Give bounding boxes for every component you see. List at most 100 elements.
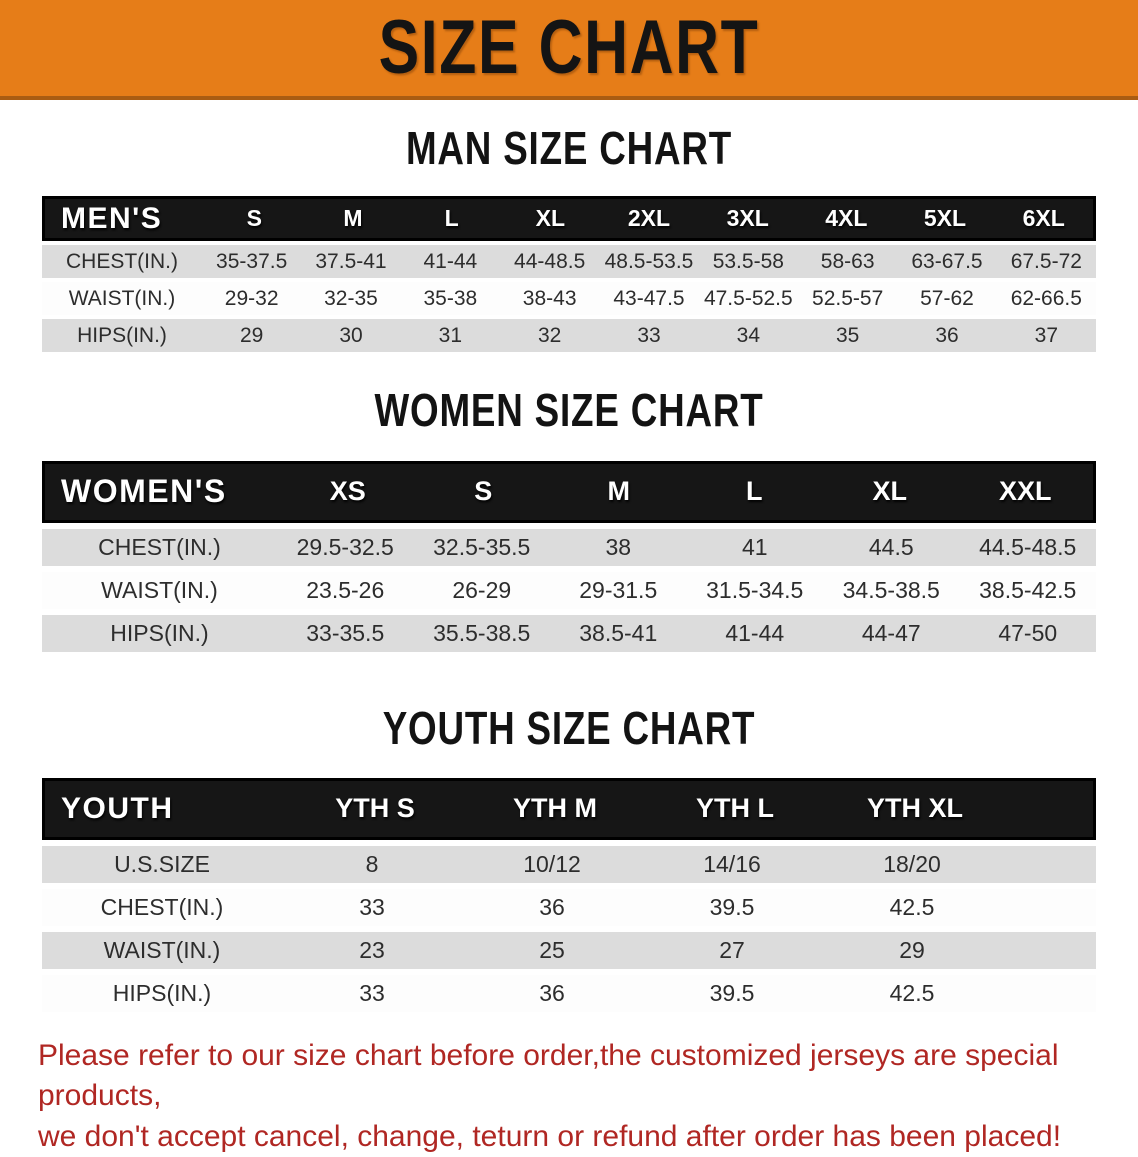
table-cell: 18/20: [883, 850, 941, 877]
section-youth: YOUTH SIZE CHART YOUTH YTH S YTH M YTH L…: [0, 703, 1138, 1012]
table-cell: 32.5-35.5: [433, 533, 531, 560]
row-label: CHEST(IN.): [66, 249, 178, 273]
table-cell: 63-67.5: [911, 249, 983, 273]
banner: SIZE CHART: [0, 0, 1138, 100]
men-section-heading: MAN SIZE CHART: [405, 122, 733, 174]
men-col-header: L: [444, 205, 459, 232]
table-cell: 32-35: [324, 286, 378, 310]
women-section-heading: WOMEN SIZE CHART: [374, 384, 764, 437]
table-cell: 52.5-57: [812, 286, 884, 310]
men-col-header: S: [246, 205, 262, 232]
men-hips-row: HIPS(IN.) 29 30 31 32 33 34 35 36 37: [42, 319, 1096, 353]
table-cell: 23: [359, 936, 385, 963]
table-cell: 33: [359, 979, 385, 1006]
men-col-header: 6XL: [1022, 205, 1065, 232]
youth-col-header: YTH XL: [866, 793, 963, 824]
row-label: CHEST(IN.): [98, 533, 221, 560]
youth-col-header: YTH S: [335, 793, 415, 824]
table-cell: 29.5-32.5: [296, 533, 394, 560]
row-label: HIPS(IN.): [110, 619, 209, 646]
table-cell: 27: [719, 936, 745, 963]
women-col-header: L: [746, 476, 763, 507]
table-cell: 67.5-72: [1010, 249, 1082, 273]
table-cell: 14/16: [703, 850, 761, 877]
men-col-header: XL: [535, 205, 566, 232]
table-cell: 39.5: [709, 893, 755, 920]
table-cell: 26-29: [452, 576, 512, 603]
men-waist-row: WAIST(IN.) 29-32 32-35 35-38 38-43 43-47…: [42, 282, 1096, 316]
table-cell: 58-63: [820, 249, 875, 273]
table-cell: 35.5-38.5: [433, 619, 531, 646]
table-cell: 25: [539, 936, 565, 963]
row-label: WAIST(IN.): [101, 576, 218, 603]
section-women: WOMEN SIZE CHART WOMEN'S XS S M L XL XXL…: [0, 384, 1138, 652]
table-cell: 35-38: [423, 286, 478, 310]
women-waist-row: WAIST(IN.) 23.5-26 26-29 29-31.5 31.5-34…: [42, 571, 1096, 609]
men-col-header: M: [343, 205, 363, 232]
table-cell: 39.5: [709, 979, 755, 1006]
table-cell: 23.5-26: [306, 576, 385, 603]
men-chest-row: CHEST(IN.) 35-37.5 37.5-41 41-44 44-48.5…: [42, 245, 1096, 279]
section-men: MAN SIZE CHART MEN'S S M L XL 2XL 3XL 4X…: [0, 122, 1138, 353]
men-size-table: MEN'S S M L XL 2XL 3XL 4XL 5XL 6XL CHEST…: [42, 196, 1096, 353]
table-cell: 29: [239, 323, 264, 347]
youth-table-label: YOUTH: [61, 791, 174, 825]
table-cell: 47-50: [998, 619, 1058, 646]
youth-chest-row: CHEST(IN.) 33 36 39.5 42.5: [42, 888, 1096, 926]
table-cell: 38-43: [522, 286, 577, 310]
women-table-header-row: WOMEN'S XS S M L XL XXL: [42, 460, 1096, 523]
table-cell: 44.5-48.5: [979, 533, 1077, 560]
women-col-header: M: [607, 476, 631, 507]
women-size-table: WOMEN'S XS S M L XL XXL CHEST(IN.) 29.5-…: [42, 460, 1096, 652]
table-cell: 34: [736, 323, 760, 347]
women-col-header: XL: [872, 476, 907, 507]
table-cell: 36: [935, 323, 959, 347]
table-cell: 38.5-42.5: [979, 576, 1077, 603]
table-cell: 38: [605, 533, 632, 560]
row-label: U.S.SIZE: [114, 850, 210, 877]
table-cell: 31: [438, 323, 462, 347]
order-notice-line-2: we don't accept cancel, change, teturn o…: [38, 1119, 1062, 1153]
table-cell: 10/12: [523, 850, 581, 877]
table-cell: 29-31.5: [579, 576, 658, 603]
table-cell: 31.5-34.5: [706, 576, 804, 603]
table-cell: 53.5-58: [712, 249, 784, 273]
row-label: WAIST(IN.): [68, 286, 176, 310]
row-label: CHEST(IN.): [100, 893, 224, 920]
table-cell: 36: [539, 979, 565, 1006]
table-cell: 43-47.5: [613, 286, 685, 310]
women-col-header: S: [474, 476, 493, 507]
table-cell: 48.5-53.5: [604, 249, 694, 273]
table-cell: 35: [835, 323, 860, 347]
table-cell: 41: [741, 533, 768, 560]
table-cell: 37.5-41: [315, 249, 387, 273]
table-cell: 62-66.5: [1010, 286, 1082, 310]
youth-hips-row: HIPS(IN.) 33 36 39.5 42.5: [42, 974, 1096, 1012]
table-cell: 36: [539, 893, 565, 920]
youth-waist-row: WAIST(IN.) 23 25 27 29: [42, 931, 1096, 969]
men-col-header: 3XL: [726, 205, 769, 232]
table-cell: 8: [365, 850, 379, 877]
men-col-header: 5XL: [923, 205, 967, 232]
table-cell: 30: [339, 323, 363, 347]
row-label: HIPS(IN.): [112, 979, 212, 1006]
table-cell: 32: [537, 323, 562, 347]
men-col-header: 4XL: [825, 205, 868, 232]
men-table-header-row: MEN'S S M L XL 2XL 3XL 4XL 5XL 6XL: [42, 196, 1096, 242]
youth-col-header: YTH M: [513, 793, 597, 824]
women-hips-row: HIPS(IN.) 33-35.5 35.5-38.5 38.5-41 41-4…: [42, 614, 1096, 652]
table-cell: 42.5: [889, 979, 935, 1006]
men-col-header: 2XL: [627, 205, 671, 232]
table-cell: 37: [1034, 323, 1058, 347]
youth-size-table: YOUTH YTH S YTH M YTH L YTH XL U.S.SIZE …: [42, 777, 1096, 1012]
table-cell: 41-44: [423, 249, 478, 273]
women-col-header: XS: [329, 476, 366, 507]
page-title: SIZE CHART: [378, 5, 760, 90]
table-cell: 57-62: [920, 286, 974, 310]
table-cell: 33-35.5: [306, 619, 385, 646]
table-cell: 35-37.5: [216, 249, 288, 273]
youth-ussize-row: U.S.SIZE 8 10/12 14/16 18/20: [42, 845, 1096, 883]
table-cell: 44-48.5: [514, 249, 586, 273]
table-cell: 44.5: [868, 533, 914, 560]
table-cell: 29: [899, 936, 925, 963]
